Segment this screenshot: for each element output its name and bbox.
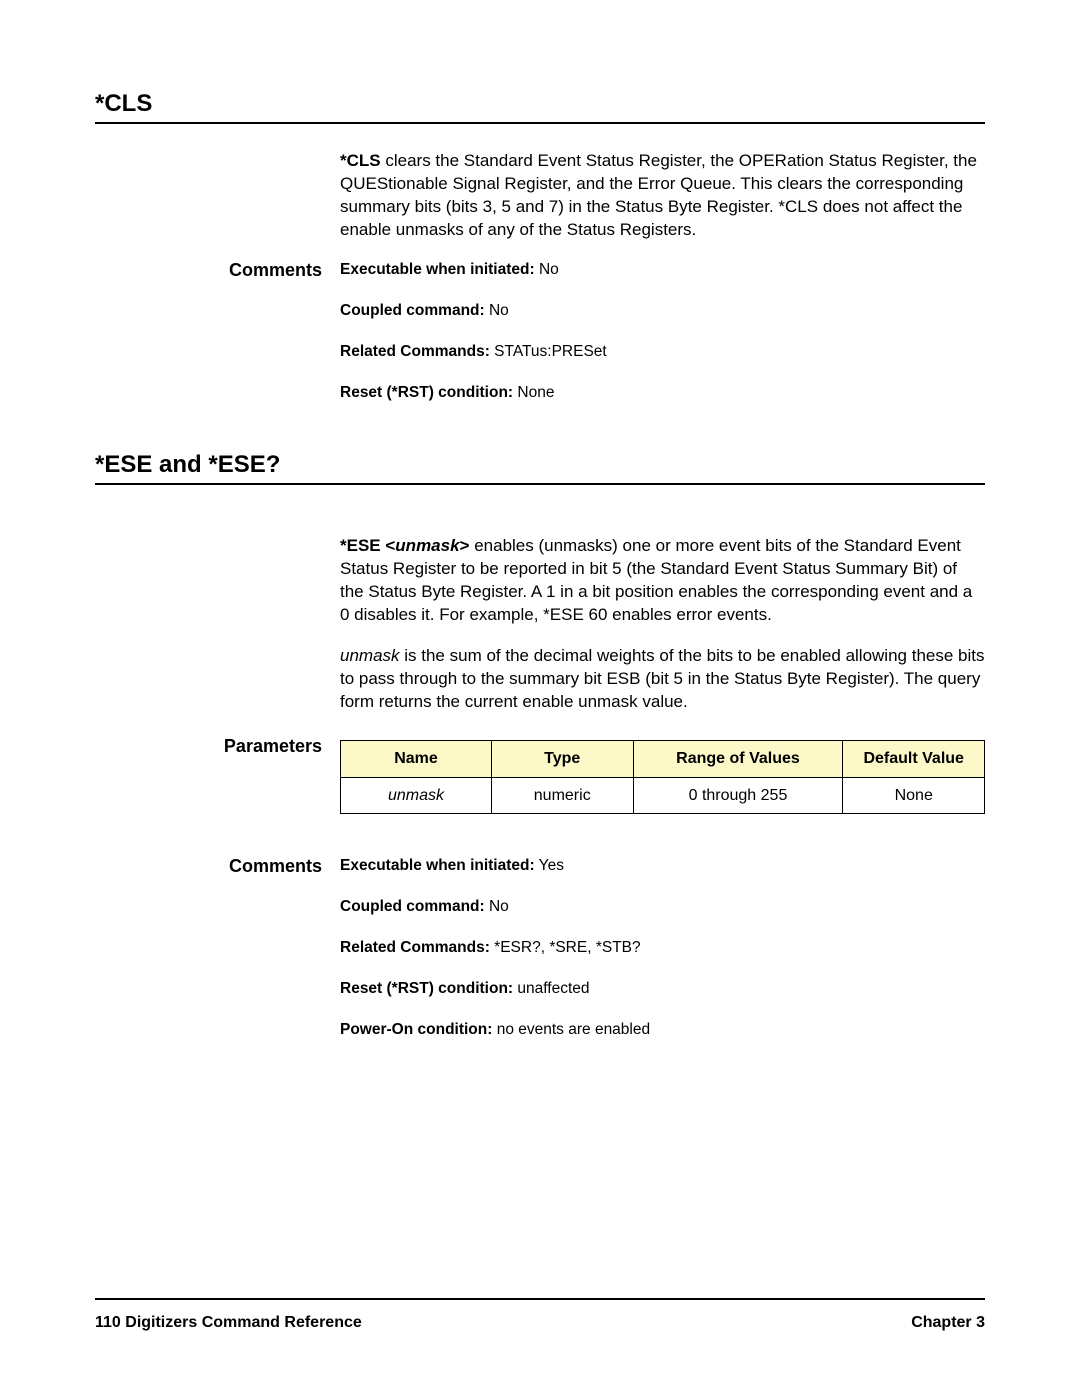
cls-related-value: STATus:PRESet	[490, 343, 607, 360]
cls-comments-label: Comments	[95, 260, 340, 424]
ese-poweron-label: Power-On condition:	[340, 1021, 492, 1038]
ese-params-row: Parameters Name Type Range of Values Def…	[95, 736, 985, 846]
section-heading-cls: *CLS	[95, 90, 985, 124]
ese-d1-bolditalic: unmask	[395, 536, 459, 555]
ese-coupled-value: No	[485, 898, 509, 915]
ese-poweron-line: Power-On condition: no events are enable…	[340, 1020, 985, 1041]
ese-exec-label: Executable when initiated:	[340, 857, 535, 874]
params-table: Name Type Range of Values Default Value …	[340, 740, 985, 814]
ese-coupled-line: Coupled command: No	[340, 897, 985, 918]
cls-related-label: Related Commands:	[340, 343, 490, 360]
ese-poweron-value: no events are enabled	[492, 1021, 650, 1038]
ese-reset-value: unaffected	[513, 980, 589, 997]
cls-comments-body: Executable when initiated: No Coupled co…	[340, 260, 985, 424]
ese-related-line: Related Commands: *ESR?, *SRE, *STB?	[340, 938, 985, 959]
ese-description-1: *ESE <unmask> enables (unmasks) one or m…	[340, 535, 985, 627]
ese-exec-line: Executable when initiated: Yes	[340, 856, 985, 877]
cls-exec-label: Executable when initiated:	[340, 261, 535, 278]
th-type: Type	[491, 741, 633, 778]
ese-comments-body: Executable when initiated: Yes Coupled c…	[340, 856, 985, 1061]
cls-exec-line: Executable when initiated: No	[340, 260, 985, 281]
cls-desc-bold: *CLS	[340, 151, 381, 170]
cls-reset-line: Reset (*RST) condition: None	[340, 383, 985, 404]
footer-right: Chapter 3	[911, 1314, 985, 1332]
th-name: Name	[341, 741, 492, 778]
ese-d1-boldclose: >	[460, 536, 470, 555]
cls-coupled-label: Coupled command:	[340, 302, 485, 319]
td-type: numeric	[491, 777, 633, 814]
ese-reset-line: Reset (*RST) condition: unaffected	[340, 979, 985, 1000]
ese-d2-rest: is the sum of the decimal weights of the…	[340, 646, 984, 711]
td-default: None	[843, 777, 985, 814]
document-page: *CLS *CLS clears the Standard Event Stat…	[0, 0, 1080, 1397]
td-name: unmask	[341, 777, 492, 814]
ese-exec-value: Yes	[535, 857, 564, 874]
ese-related-label: Related Commands:	[340, 939, 490, 956]
ese-d2-italic: unmask	[340, 646, 400, 665]
ese-comments-row: Comments Executable when initiated: Yes …	[95, 856, 985, 1061]
cls-related-line: Related Commands: STATus:PRESet	[340, 342, 985, 363]
cls-coupled-value: No	[485, 302, 509, 319]
cls-description: *CLS clears the Standard Event Status Re…	[340, 150, 985, 242]
th-range: Range of Values	[633, 741, 843, 778]
cls-exec-value: No	[535, 261, 559, 278]
page-footer: 110 Digitizers Command Reference Chapter…	[95, 1298, 985, 1332]
ese-description-2: unmask is the sum of the decimal weights…	[340, 645, 985, 714]
td-range: 0 through 255	[633, 777, 843, 814]
ese-d1-bold: *ESE <	[340, 536, 395, 555]
footer-doc-title: Digitizers Command Reference	[121, 1314, 362, 1331]
ese-coupled-label: Coupled command:	[340, 898, 485, 915]
section-heading-ese: *ESE and *ESE?	[95, 451, 985, 485]
ese-reset-label: Reset (*RST) condition:	[340, 980, 513, 997]
th-default: Default Value	[843, 741, 985, 778]
cls-desc-text: clears the Standard Event Status Registe…	[340, 151, 977, 239]
cls-reset-value: None	[513, 384, 554, 401]
cls-coupled-line: Coupled command: No	[340, 301, 985, 322]
cls-reset-label: Reset (*RST) condition:	[340, 384, 513, 401]
footer-page-number: 110	[95, 1314, 121, 1331]
ese-params-body: Name Type Range of Values Default Value …	[340, 736, 985, 846]
ese-comments-label: Comments	[95, 856, 340, 1061]
cls-comments-row: Comments Executable when initiated: No C…	[95, 260, 985, 424]
ese-params-label: Parameters	[95, 736, 340, 846]
ese-related-value: *ESR?, *SRE, *STB?	[490, 939, 641, 956]
footer-left: 110 Digitizers Command Reference	[95, 1314, 362, 1332]
table-row: unmask numeric 0 through 255 None	[341, 777, 985, 814]
table-header-row: Name Type Range of Values Default Value	[341, 741, 985, 778]
